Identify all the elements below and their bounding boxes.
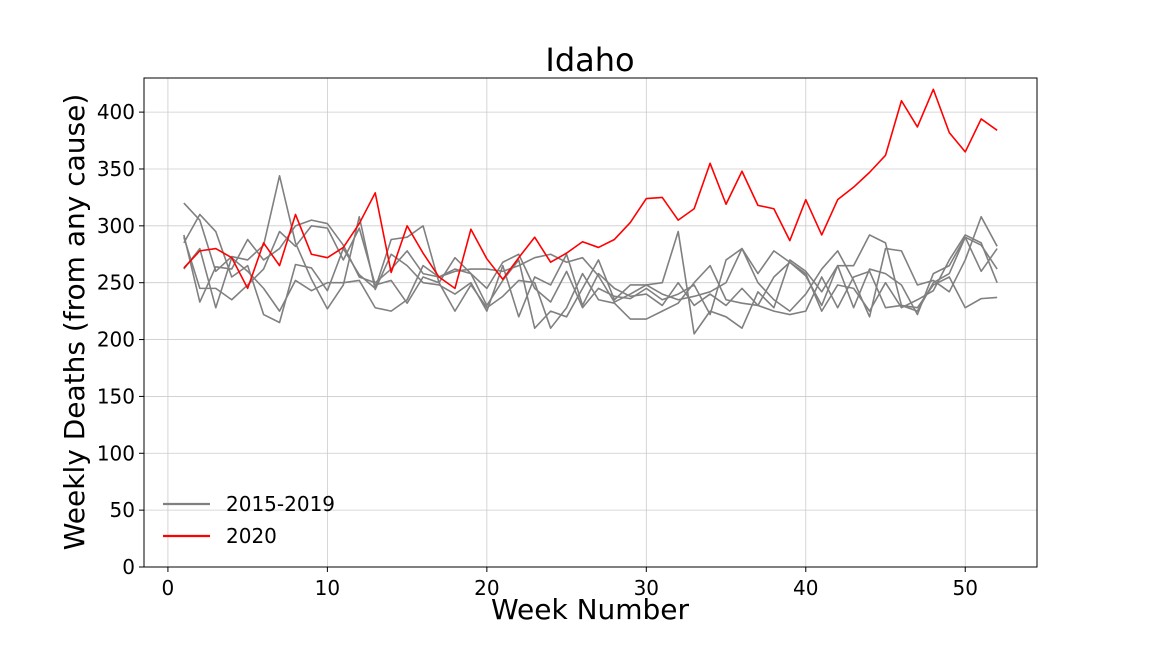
plot-frame — [143, 77, 1038, 568]
y-axis-label: Weekly Deaths (from any cause) — [58, 94, 91, 551]
y-tick-label: 100 — [97, 441, 135, 465]
x-axis-label: Week Number — [491, 593, 690, 626]
series-line-2015-2019-1 — [183, 175, 998, 318]
y-tick-label: 150 — [97, 384, 135, 408]
legend-label-2015-2019: 2015-2019 — [226, 492, 335, 516]
y-tick-label: 200 — [97, 328, 135, 352]
x-tick-label: 0 — [162, 576, 175, 600]
series-line-2015-2019-5 — [183, 225, 998, 329]
y-tick-label: 350 — [97, 157, 135, 181]
legend: 2015-2019 2020 — [163, 492, 335, 548]
chart-title: Idaho — [545, 41, 634, 79]
tick-labels: 0 10 20 30 40 50 0 50 100 150 200 250 300 350 400 — [97, 100, 978, 600]
x-tick-label: 10 — [315, 576, 340, 600]
y-tick-label: 300 — [97, 214, 135, 238]
series-line-2015-2019-3 — [183, 219, 998, 309]
x-tick-label: 20 — [474, 576, 499, 600]
y-tick-label: 400 — [97, 100, 135, 124]
x-tick-label: 50 — [953, 576, 978, 600]
x-tick-label: 30 — [634, 576, 659, 600]
series-line-2015-2019-4 — [183, 230, 998, 335]
x-tick-label: 40 — [793, 576, 818, 600]
legend-label-2020: 2020 — [226, 524, 277, 548]
y-tick-label: 0 — [122, 555, 135, 579]
series-line-2020 — [183, 88, 998, 290]
y-tick-label: 250 — [97, 271, 135, 295]
grid — [144, 78, 1037, 568]
y-tick-label: 50 — [110, 498, 135, 522]
series-lines — [183, 88, 998, 335]
